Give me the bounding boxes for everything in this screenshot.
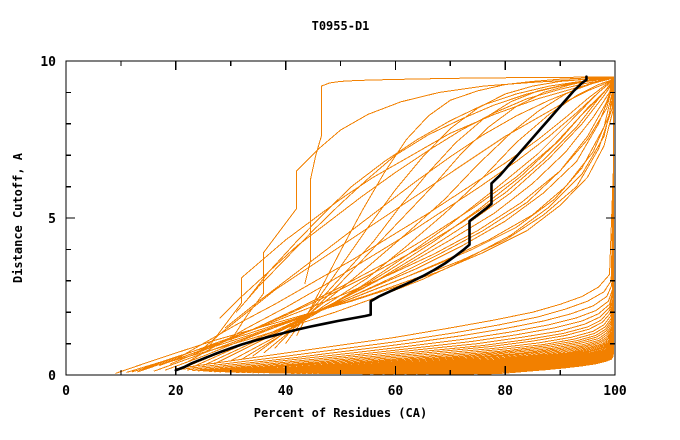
background-series-line	[208, 76, 614, 373]
background-series-line	[208, 76, 613, 348]
chart-title: T0955-D1	[312, 19, 370, 33]
x-tick-label: 60	[388, 384, 404, 399]
background-series-line	[219, 76, 613, 319]
x-tick-label: 0	[62, 384, 70, 399]
background-series-line	[203, 76, 614, 372]
x-tick-label: 20	[168, 384, 184, 399]
x-tick-label: 40	[278, 384, 294, 399]
y-tick-label: 5	[48, 212, 56, 227]
x-tick-label: 100	[603, 384, 627, 399]
mask-rect	[0, 0, 66, 440]
background-series-line	[175, 76, 613, 360]
background-series-line	[137, 76, 613, 373]
highlight-series-line	[174, 75, 588, 372]
background-series-line	[224, 76, 613, 329]
highlight-series-group	[174, 75, 588, 372]
background-series-line	[197, 76, 613, 354]
y-tick-label: 10	[40, 55, 56, 70]
background-series-line	[170, 76, 613, 365]
background-series-line	[230, 76, 613, 341]
y-tick-label: 0	[48, 369, 56, 384]
background-series-line	[181, 76, 614, 370]
background-series-line	[214, 76, 613, 365]
y-axis-title: Distance Cutoff, A	[11, 152, 25, 283]
background-series-group	[115, 76, 614, 375]
background-series-line	[192, 76, 613, 368]
mask-rect	[616, 0, 680, 440]
background-series-line	[164, 76, 613, 371]
background-series-line	[304, 76, 613, 285]
x-axis-title: Percent of Residues (CA)	[254, 406, 427, 420]
background-series-line	[186, 76, 613, 363]
background-series-line	[246, 76, 613, 300]
axes-group: 0 20 40 60 80 100 0 5 10	[40, 55, 627, 399]
background-series-line	[175, 76, 614, 370]
x-tick-label: 80	[497, 384, 513, 399]
background-series-line	[252, 271, 614, 374]
mask-rect	[0, 0, 680, 61]
background-series-line	[477, 350, 614, 375]
mask-rect	[0, 376, 680, 440]
background-series-line	[186, 76, 614, 371]
background-series-line	[203, 76, 614, 367]
background-series-line	[115, 76, 614, 374]
background-series-line	[142, 76, 613, 370]
background-series-line	[192, 76, 614, 372]
background-series-line	[153, 76, 614, 372]
background-series-line	[126, 76, 613, 373]
background-series-line	[131, 76, 614, 373]
